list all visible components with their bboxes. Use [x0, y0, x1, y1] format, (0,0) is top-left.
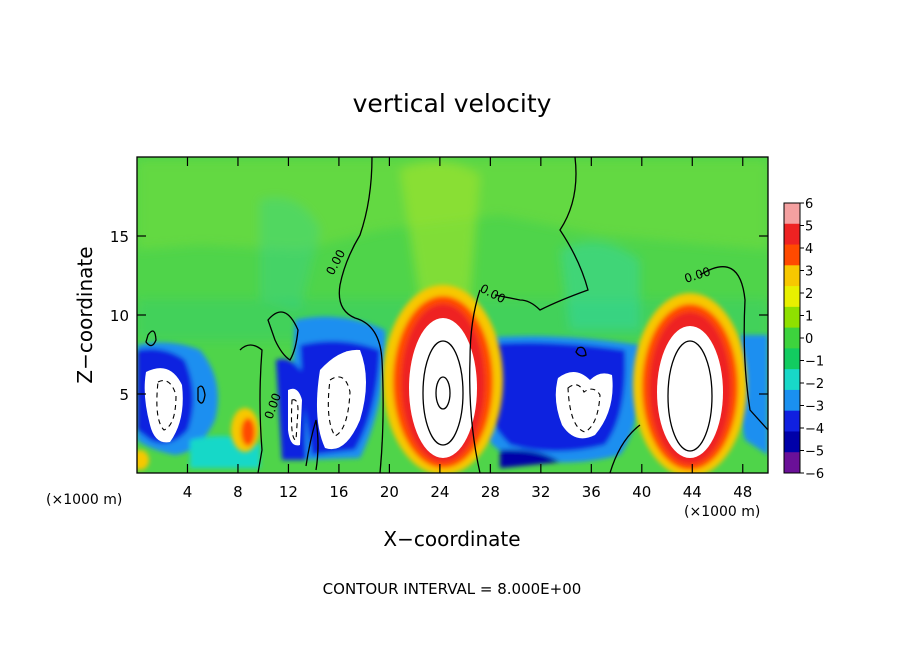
colorbar-label: 1 — [805, 310, 813, 325]
x-tick-label: 20 — [380, 483, 399, 501]
colorbar-swatch — [784, 203, 800, 225]
x-tick-label: 44 — [683, 483, 702, 501]
colorbar-label: −6 — [805, 467, 824, 482]
colorbar-label: −1 — [805, 355, 824, 370]
y-axis-label: Z−coordinate — [73, 246, 97, 383]
plot-area — [137, 157, 768, 473]
x-tick-label: 40 — [632, 483, 651, 501]
colorbar-swatch — [784, 452, 800, 474]
chart-title: vertical velocity — [353, 89, 552, 118]
colorbar-swatch — [784, 327, 800, 349]
colorbar-swatch — [784, 286, 800, 308]
x-tick-label: 32 — [531, 483, 550, 501]
x-axis-label: X−coordinate — [383, 527, 520, 551]
colorbar-swatch — [784, 369, 800, 391]
x-axis-ticks: 4 8 12 16 20 24 28 32 36 40 44 48 — [183, 157, 752, 501]
colorbar-label: 3 — [805, 265, 813, 280]
x-tick-label: 16 — [329, 483, 348, 501]
x-tick-label: 4 — [183, 483, 193, 501]
field-shading — [137, 160, 768, 340]
colorbar-label: −5 — [805, 445, 824, 460]
colorbar-swatch — [784, 244, 800, 266]
x-tick-label: 28 — [481, 483, 500, 501]
y-axis-ticks: 5 10 15 — [110, 228, 768, 404]
colorbar-swatch — [784, 306, 800, 329]
colorbar-swatch — [784, 348, 800, 370]
colorbar-label: −2 — [805, 377, 824, 392]
colorbar-label: 2 — [805, 287, 813, 302]
x-unit-right: (×1000 m) — [684, 504, 760, 520]
y-tick-label: 5 — [119, 386, 129, 404]
x-tick-label: 8 — [233, 483, 243, 501]
x-unit-left: (×1000 m) — [46, 492, 122, 508]
contour-lines-negative — [156, 376, 601, 441]
x-tick-label: 48 — [733, 483, 752, 501]
x-tick-label: 36 — [582, 483, 601, 501]
colorbar-swatch — [784, 223, 800, 246]
colorbar: 6 5 4 3 2 1 0 −1 −2 −3 −4 −5 −6 — [783, 197, 824, 482]
colorbar-label: −3 — [805, 400, 824, 415]
colorbar-swatch — [784, 410, 800, 432]
colorbar-swatch — [784, 389, 800, 412]
contour-interval-note: CONTOUR INTERVAL = 8.000E+00 — [323, 580, 582, 598]
y-tick-label: 15 — [110, 228, 129, 246]
colorbar-label: 5 — [805, 220, 813, 235]
x-tick-label: 12 — [279, 483, 298, 501]
colorbar-label: 4 — [805, 242, 813, 257]
colorbar-swatch — [784, 431, 800, 453]
colorbar-label: 6 — [805, 197, 813, 212]
contour-lines — [145, 157, 768, 473]
y-tick-label: 10 — [110, 307, 129, 325]
colorbar-swatch — [784, 265, 800, 287]
colorbar-label: 0 — [805, 332, 813, 347]
colorbar-label: −4 — [805, 422, 824, 437]
x-tick-label: 24 — [430, 483, 449, 501]
